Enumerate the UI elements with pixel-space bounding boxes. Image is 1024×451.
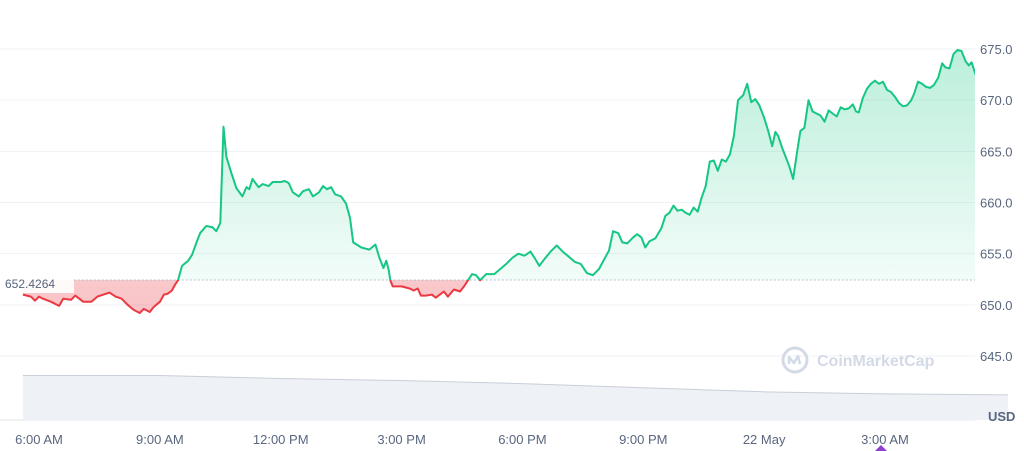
coinmarketcap-logo-icon: [781, 346, 809, 374]
y-axis: 645.0 650.0 655.0 660.0 665.0 670.0 675.0: [980, 42, 1013, 364]
y-tick-label: 645.0: [980, 349, 1013, 364]
x-tick-label: 6:00 AM: [15, 432, 63, 447]
current-time-marker-icon: [875, 445, 887, 451]
y-axis-unit: USD: [988, 409, 1015, 424]
y-tick-label: 655.0: [980, 247, 1013, 262]
reference-value-badge: 652.4264: [0, 273, 74, 293]
price-line-up: [176, 49, 975, 281]
x-tick-label: 3:00 PM: [377, 432, 425, 447]
y-tick-label: 665.0: [980, 144, 1013, 159]
x-tick-label: 22 May: [743, 432, 786, 447]
y-tick-label: 650.0: [980, 298, 1013, 313]
y-tick-label: 670.0: [980, 93, 1013, 108]
x-tick-label: 6:00 PM: [498, 432, 546, 447]
x-tick-label: 3:00 AM: [861, 432, 909, 447]
reference-value-label: 652.4264: [5, 277, 55, 291]
x-tick-label: 12:00 PM: [253, 432, 309, 447]
y-tick-label: 675.0: [980, 42, 1013, 57]
grid-lines: [0, 48, 975, 421]
volume-area: [22, 375, 1008, 420]
watermark-text: CoinMarketCap: [817, 353, 935, 370]
area-below-reference: [22, 280, 481, 313]
volume-edge: [22, 374, 1008, 396]
x-axis: 6:00 AM 9:00 AM 12:00 PM 3:00 PM 6:00 PM 9:00…: [15, 432, 909, 447]
area-above-reference: [22, 50, 975, 281]
watermark: CoinMarketCap: [781, 346, 935, 374]
y-tick-label: 660.0: [980, 196, 1013, 211]
x-tick-label: 9:00 AM: [136, 432, 184, 447]
x-tick-label: 9:00 PM: [619, 432, 667, 447]
